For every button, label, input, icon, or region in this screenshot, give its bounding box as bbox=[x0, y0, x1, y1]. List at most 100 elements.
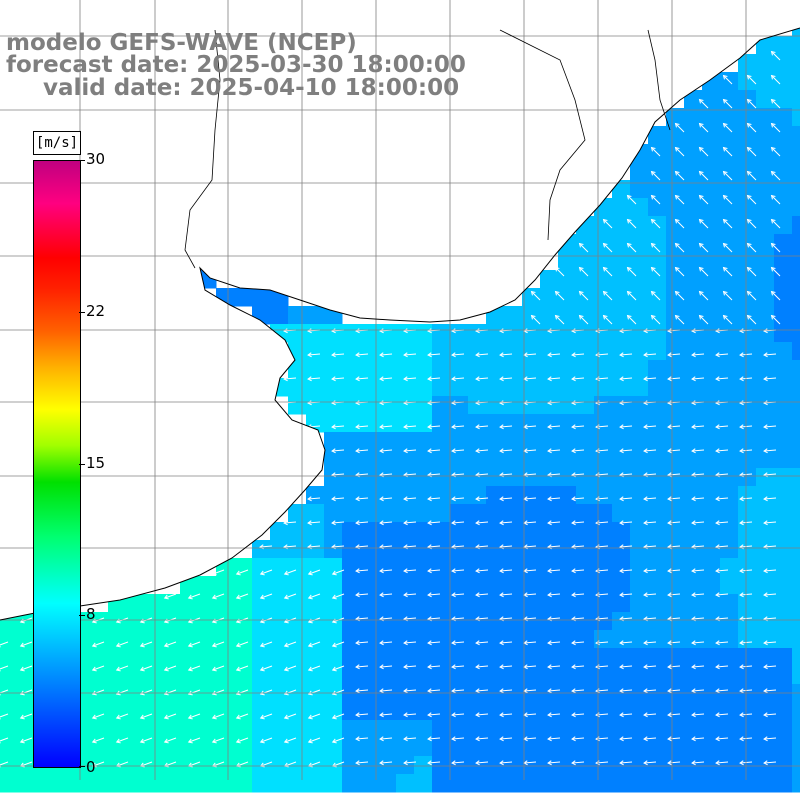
wind-arrow bbox=[674, 122, 685, 133]
wind-arrow bbox=[602, 218, 613, 229]
wind-speed-cell bbox=[504, 576, 523, 595]
wind-speed-cell bbox=[216, 630, 235, 649]
wind-speed-cell bbox=[594, 468, 613, 487]
wind-speed-cell bbox=[756, 90, 775, 109]
wind-speed-cell bbox=[522, 378, 541, 397]
wind-speed-cell bbox=[504, 414, 523, 433]
wind-speed-cell bbox=[378, 504, 397, 523]
wind-speed-cell bbox=[594, 738, 613, 757]
wind-speed-cell bbox=[648, 522, 667, 541]
wind-arrow bbox=[746, 290, 757, 301]
wind-speed-cell bbox=[360, 432, 379, 451]
wind-speed-cell bbox=[684, 522, 703, 541]
wind-speed-cell bbox=[738, 702, 757, 721]
wind-arrow bbox=[698, 314, 709, 325]
wind-speed-cell bbox=[288, 720, 307, 739]
wind-speed-cell bbox=[756, 630, 775, 649]
wind-speed-cell bbox=[162, 666, 181, 685]
wind-speed-cell bbox=[630, 756, 649, 775]
wind-speed-cell bbox=[720, 648, 739, 667]
wind-arrow bbox=[115, 665, 129, 672]
wind-speed-cell bbox=[558, 342, 577, 361]
wind-speed-cell bbox=[36, 774, 55, 793]
wind-speed-cell bbox=[396, 648, 415, 667]
wind-speed-cell bbox=[486, 702, 505, 721]
wind-arrow bbox=[187, 737, 201, 744]
wind-speed-cell bbox=[504, 378, 523, 397]
wind-arrow bbox=[619, 712, 633, 718]
wind-speed-cell bbox=[540, 630, 559, 649]
wind-arrow bbox=[211, 713, 225, 720]
wind-speed-cell bbox=[540, 612, 559, 631]
wind-speed-cell bbox=[288, 738, 307, 757]
wind-speed-cell bbox=[468, 432, 487, 451]
wind-speed-cell bbox=[738, 468, 757, 487]
wind-speed-cell bbox=[630, 180, 649, 199]
wind-arrow bbox=[0, 737, 9, 744]
wind-arrow bbox=[698, 194, 709, 205]
wind-speed-cell bbox=[666, 468, 685, 487]
wind-speed-cell bbox=[540, 558, 559, 577]
wind-speed-cell bbox=[612, 432, 631, 451]
wind-speed-cell bbox=[558, 504, 577, 523]
wind-speed-cell bbox=[288, 306, 307, 325]
wind-speed-cell bbox=[504, 342, 523, 361]
wind-speed-cell bbox=[630, 486, 649, 505]
wind-speed-cell bbox=[648, 306, 667, 325]
wind-speed-cell bbox=[774, 468, 793, 487]
wind-speed-cell bbox=[720, 756, 739, 775]
wind-speed-cell bbox=[594, 324, 613, 343]
wind-speed-cell bbox=[450, 504, 469, 523]
wind-speed-cell bbox=[684, 108, 703, 127]
wind-arrow bbox=[643, 424, 657, 430]
wind-speed-cell bbox=[198, 756, 217, 775]
model-title: modelo GEFS-WAVE (NCEP) bbox=[6, 30, 357, 56]
wind-arrow bbox=[283, 593, 297, 600]
wind-speed-cell bbox=[576, 414, 595, 433]
wind-speed-cell bbox=[792, 468, 800, 487]
wind-speed-cell bbox=[666, 504, 685, 523]
wind-arrow bbox=[307, 737, 321, 744]
wind-arrow bbox=[379, 568, 393, 574]
wind-speed-cell bbox=[684, 450, 703, 469]
wind-arrow bbox=[547, 688, 561, 694]
wind-arrow bbox=[211, 641, 225, 648]
wind-arrow bbox=[451, 592, 465, 598]
wind-arrow bbox=[698, 290, 709, 301]
wind-arrow bbox=[722, 146, 733, 157]
wind-speed-cell bbox=[342, 324, 361, 343]
wind-arrow bbox=[691, 736, 705, 742]
wind-speed-cell bbox=[738, 72, 757, 91]
wind-speed-cell bbox=[486, 504, 505, 523]
wind-arrow bbox=[115, 641, 129, 648]
wind-arrow bbox=[746, 146, 757, 157]
wind-speed-cell bbox=[450, 720, 469, 739]
wind-speed-cell bbox=[252, 576, 271, 595]
wind-speed-cell bbox=[342, 594, 361, 613]
wind-speed-cell bbox=[288, 324, 307, 343]
wind-speed-cell bbox=[270, 594, 289, 613]
wind-arrow bbox=[187, 641, 201, 648]
wind-speed-cell bbox=[684, 666, 703, 685]
wind-speed-cell bbox=[684, 540, 703, 559]
wind-speed-cell bbox=[666, 270, 685, 289]
wind-speed-cell bbox=[216, 666, 235, 685]
wind-speed-cell bbox=[720, 558, 739, 577]
wind-speed-cell bbox=[558, 648, 577, 667]
wind-arrow bbox=[499, 712, 513, 718]
wind-arrow bbox=[667, 520, 681, 526]
wind-speed-cell bbox=[720, 432, 739, 451]
wind-speed-cell bbox=[0, 648, 19, 667]
wind-arrow bbox=[403, 424, 417, 430]
wind-speed-cell bbox=[792, 540, 800, 559]
wind-speed-cell bbox=[684, 648, 703, 667]
wind-speed-cell bbox=[648, 630, 667, 649]
wind-speed-cell bbox=[450, 468, 469, 487]
wind-speed-cell bbox=[288, 630, 307, 649]
wind-arrow bbox=[643, 496, 657, 502]
wind-speed-cell bbox=[396, 774, 415, 793]
wind-speed-cell bbox=[486, 450, 505, 469]
wind-speed-cell bbox=[792, 504, 800, 523]
land-area bbox=[0, 0, 800, 620]
wind-arrow bbox=[643, 592, 657, 598]
